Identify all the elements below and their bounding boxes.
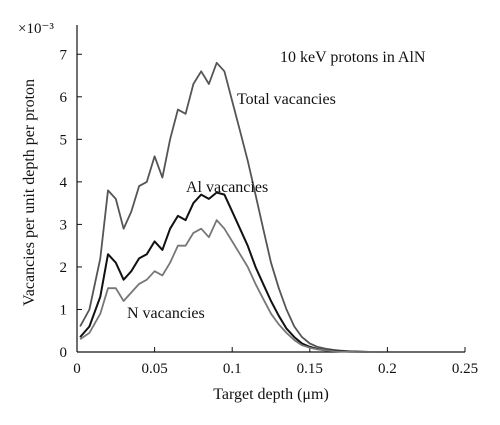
x-tick-label: 0 [73,361,81,377]
y-axis-multiplier: ×10⁻³ [18,21,54,37]
y-tick-label: 0 [60,345,68,361]
series-line-n-vacancies [79,219,380,353]
chart-annotation: 10 keV protons in AlN [280,49,426,66]
series-layer [79,61,380,353]
y-tick-label: 7 [60,47,68,63]
ticks: 0 0.05 0.1 0.15 0.2 0.25 0 1 2 3 4 5 6 7 [60,47,479,377]
series-label-al: Al vacancies [186,179,268,196]
x-tick-label: 0.05 [141,361,167,377]
y-tick-label: 4 [60,175,68,191]
x-axis-label: Target depth (μm) [213,386,329,403]
y-tick-label: 2 [60,260,68,276]
x-tick-label: 0.1 [223,361,242,377]
x-tick-label: 0.15 [297,361,323,377]
y-tick-label: 3 [60,217,68,233]
x-tick-label: 0.2 [378,361,397,377]
y-tick-label: 6 [60,90,68,106]
series-line-al-vacancies [79,191,380,353]
x-tick-label: 0.25 [452,361,478,377]
series-label-n: N vacancies [127,305,205,322]
y-tick-label: 1 [60,302,68,318]
axes [76,25,465,353]
y-tick-label: 5 [60,132,68,148]
y-axis-label: Vacancies per unit depth per proton [21,79,38,306]
series-line-total-vacancies [79,61,380,353]
series-label-total: Total vacancies [237,91,336,108]
